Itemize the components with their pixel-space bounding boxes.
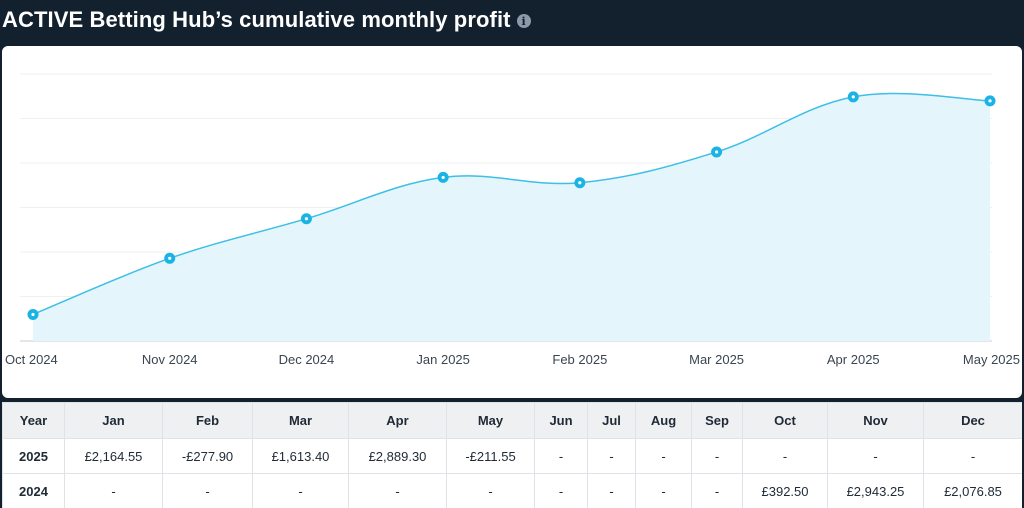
x-tick-label: May 2025 (963, 352, 1020, 367)
table-cell: £2,164.55 (64, 438, 163, 474)
data-point (711, 146, 723, 158)
table-cell: £2,889.30 (348, 438, 447, 474)
monthly-profit-table: Year Jan Feb Mar Apr May Jun Jul Aug Sep Oct Nov Dec… (2, 402, 1022, 508)
column-header-may: May (446, 402, 535, 439)
column-header-feb: Feb (162, 402, 253, 439)
data-point (847, 91, 859, 103)
profit-chart: Oct 2024 Nov 2024 Dec 2024 Jan 2025 Feb 2025… (5, 73, 1020, 367)
column-header-apr: Apr (348, 402, 447, 439)
chart-card: Oct 2024 Nov 2024 Dec 2024 Jan 2025 Feb 2025… (2, 46, 1022, 398)
table-cell: - (827, 438, 924, 474)
table-cell: - (635, 438, 692, 474)
data-point-center (168, 256, 172, 260)
data-point-center (988, 99, 992, 103)
table-cell: - (348, 473, 447, 508)
header-bar: ACTIVE Betting Hub’s cumulative monthly … (0, 0, 1024, 40)
table-cell: £2,943.25 (827, 473, 924, 508)
year-cell: 2024 (2, 473, 65, 508)
column-header-mar: Mar (252, 402, 349, 439)
table-cell: - (635, 473, 692, 508)
table-cell: - (252, 473, 349, 508)
x-tick-label: Oct 2024 (5, 352, 58, 367)
table-cell: - (534, 438, 588, 474)
x-tick-label: Nov 2024 (142, 352, 198, 367)
column-header-dec: Dec (923, 402, 1022, 439)
table-row: 2024- - - - - - - - - £392.50 £2,943.25 £2,076.85 (2, 473, 1022, 508)
table-cell: -£277.90 (162, 438, 253, 474)
info-icon[interactable]: i (516, 14, 531, 28)
table-cell: - (64, 473, 163, 508)
x-tick-label: Jan 2025 (416, 352, 470, 367)
column-header-aug: Aug (635, 402, 692, 439)
data-point (164, 252, 176, 264)
table-cell: - (587, 473, 636, 508)
table-cell: - (587, 438, 636, 474)
table-cell: - (162, 473, 253, 508)
table-cell: - (923, 438, 1022, 474)
column-header-oct: Oct (742, 402, 828, 439)
x-tick-label: Feb 2025 (552, 352, 607, 367)
table-cell: £1,613.40 (252, 438, 349, 474)
table-cell: - (691, 473, 743, 508)
table-row: 2025 £2,164.55 -£277.90 £1,613.40 £2,889.30-… (2, 438, 1022, 474)
table-cell: £2,076.85 (923, 473, 1022, 508)
data-point (437, 171, 449, 183)
area-fill (33, 93, 990, 341)
table-cell: - (534, 473, 588, 508)
data-point-center (578, 181, 582, 185)
table-cell: - (742, 438, 828, 474)
column-header-jun: Jun (534, 402, 588, 439)
series-line (32, 92, 991, 316)
data-point-center (31, 312, 35, 317)
x-tick-label: Dec 2024 (279, 352, 335, 367)
table-cell: -£211.55 (446, 438, 535, 474)
data-point (574, 177, 586, 189)
data-point (984, 95, 996, 107)
table-cell: - (691, 438, 743, 474)
data-point-center (851, 95, 855, 99)
year-cell: 2025 (2, 438, 65, 474)
data-point-center (304, 217, 309, 221)
page-title: ACTIVE Betting Hub’s cumulative monthly … (2, 7, 511, 32)
column-header-nov: Nov (827, 402, 924, 439)
column-header-sep: Sep (691, 402, 743, 439)
column-header-jul: Jul (587, 402, 636, 439)
column-header-year: Year (2, 402, 65, 439)
x-tick-label: Mar 2025 (689, 352, 744, 367)
data-point-center (441, 175, 445, 180)
table-header-row: Year Jan Feb Mar Apr May Jun Jul Aug Sep Oct Nov Dec (2, 402, 1022, 439)
table-cell: £392.50 (742, 473, 828, 508)
data-point-center (714, 150, 719, 154)
column-header-jan: Jan (64, 402, 163, 439)
x-tick-label: Apr 2025 (827, 352, 880, 367)
table-cell: - (446, 473, 535, 508)
monthly-profit-table-wrap: Year Jan Feb Mar Apr May Jun Jul Aug Sep Oct Nov Dec… (2, 402, 1022, 508)
data-point (27, 308, 39, 320)
data-point (300, 213, 312, 225)
